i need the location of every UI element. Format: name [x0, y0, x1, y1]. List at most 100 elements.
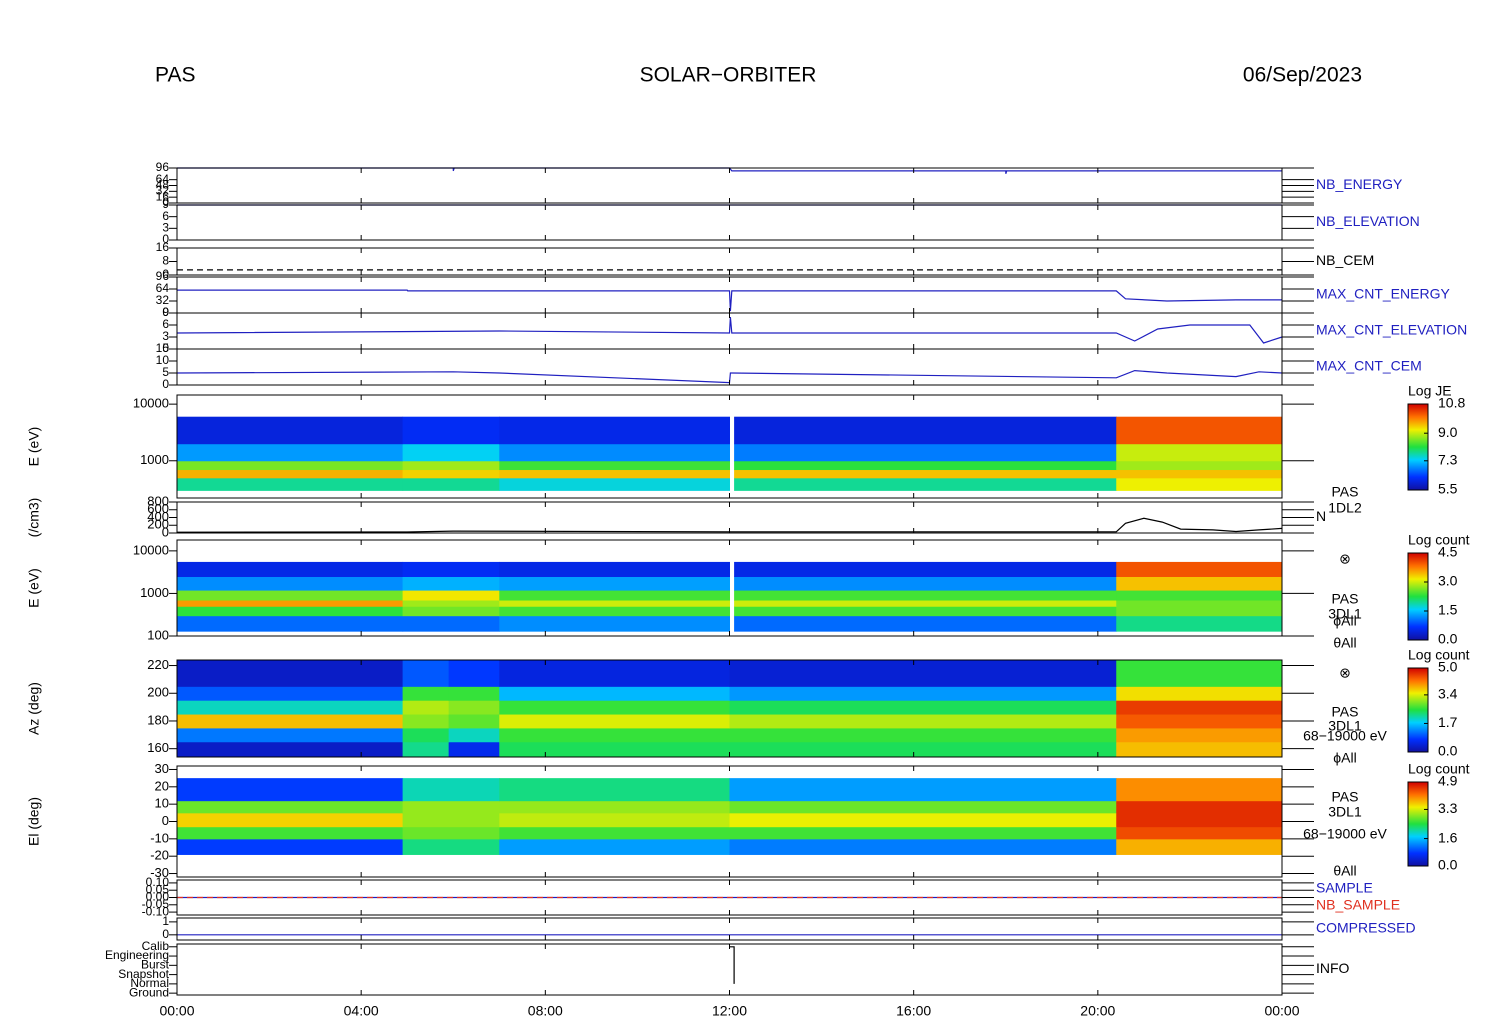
- heatmap-cell: [499, 714, 730, 729]
- y-tick-label: 10: [156, 353, 170, 367]
- heatmap-cell: [1116, 460, 1283, 471]
- x-tick-label: 12:00: [712, 1003, 747, 1019]
- heatmap-cell: [402, 800, 500, 814]
- heatmap-cell: [734, 606, 1117, 617]
- y-tick-label: -0.05: [142, 897, 170, 911]
- colorbar-tick-label: 1.6: [1438, 829, 1458, 845]
- heatmap-cell: [402, 590, 500, 601]
- heatmap-cell: [177, 416, 404, 445]
- heatmap-cell: [1116, 741, 1283, 758]
- heatmap-cell: [402, 686, 450, 701]
- heatmap-cell: [734, 477, 1117, 491]
- heatmap-cell: [402, 477, 500, 491]
- heatmap-cell: [1116, 838, 1283, 855]
- heatmap-cell: [1116, 561, 1283, 577]
- y-tick-label: 6: [162, 209, 169, 223]
- heatmap-cell: [402, 469, 500, 479]
- heatmap-cell: [402, 443, 500, 462]
- y-tick-label: 32: [156, 293, 170, 307]
- side-label: PAS: [1332, 591, 1359, 607]
- side-label: 68−19000 eV: [1303, 826, 1387, 842]
- heatmap-cell: [499, 800, 730, 814]
- heatmap-cell: [177, 838, 404, 855]
- colorbar: [1407, 403, 1429, 491]
- series-line: [176, 517, 1283, 533]
- y-tick-label: Calib: [142, 939, 170, 953]
- heatmap-cell: [729, 812, 1117, 828]
- heatmap-cell: [177, 686, 404, 701]
- heatmap-cell: [1116, 606, 1283, 617]
- heatmap-cell: [734, 600, 1117, 607]
- heatmap-cell: [402, 714, 450, 729]
- colorbar-tick-label: 1.7: [1438, 714, 1458, 730]
- mission-title: SOLAR−ORBITER: [640, 64, 817, 87]
- y-tick-label: 3: [162, 221, 169, 235]
- heatmap-cell: [1116, 477, 1283, 491]
- heatmap-cell: [734, 443, 1117, 462]
- heatmap-cell: [177, 826, 404, 840]
- series-label: N: [1316, 508, 1326, 524]
- heatmap-cell: [729, 660, 1117, 687]
- y-tick-label: 0: [162, 927, 169, 941]
- heatmap-cell: [402, 727, 450, 743]
- y-tick-label: 32: [156, 184, 170, 198]
- y-tick-label: 10000: [133, 396, 169, 411]
- heatmap-cell: [448, 741, 500, 758]
- side-label: ⊗: [1339, 665, 1351, 681]
- heatmap-cell: [177, 590, 404, 601]
- heatmap-cell: [734, 590, 1117, 601]
- heatmap-cell: [177, 561, 404, 577]
- series-label: NB_CEM: [1316, 252, 1374, 268]
- heatmap-cell: [177, 460, 404, 471]
- colorbar-tick-label: 9.0: [1438, 424, 1458, 440]
- side-label: θAll: [1333, 863, 1356, 879]
- y-tick-label: -0.10: [142, 904, 170, 918]
- heatmap-cell: [499, 477, 730, 491]
- series-label: MAX_CNT_ENERGY: [1316, 286, 1450, 302]
- series-label: MAX_CNT_ELEVATION: [1316, 322, 1467, 338]
- y-tick-label: 9: [162, 305, 169, 319]
- heatmap-cell: [729, 778, 1117, 802]
- heatmap-cell: [448, 660, 500, 687]
- y-tick-label: 30: [155, 761, 169, 776]
- y-tick-label: 16: [156, 189, 170, 203]
- heatmap-cell: [448, 700, 500, 715]
- heatmap-cell: [402, 576, 500, 591]
- heatmap-cell: [499, 826, 730, 840]
- heatmap-cell: [499, 460, 730, 471]
- y-tick-label: 0: [162, 341, 169, 355]
- side-label: θAll: [1333, 635, 1356, 651]
- heatmap-cell: [1116, 469, 1283, 479]
- heatmap-cell: [1116, 800, 1283, 814]
- x-tick-label: 04:00: [344, 1003, 379, 1019]
- heatmap-cell: [499, 576, 730, 591]
- heatmap-cell: [734, 416, 1117, 445]
- heatmap-cell: [1116, 778, 1283, 802]
- y-tick-label: 0: [162, 305, 169, 319]
- heatmap-cell: [729, 838, 1117, 855]
- colorbar-tick-label: 4.9: [1438, 773, 1458, 789]
- side-label: ϕAll: [1333, 750, 1356, 766]
- y-tick-label: 600: [147, 501, 169, 516]
- series-label: NB_SAMPLE: [1316, 897, 1400, 913]
- heatmap-cell: [177, 714, 404, 729]
- y-tick-label: 5: [162, 365, 169, 379]
- heatmap-cell: [499, 600, 730, 607]
- side-label: 3DL1: [1328, 718, 1362, 734]
- heatmap-cell: [499, 838, 730, 855]
- series-label: MAX_CNT_CEM: [1316, 358, 1422, 374]
- heatmap-cell: [499, 443, 730, 462]
- y-tick-label: 0: [162, 524, 169, 539]
- colorbar-tick-label: 3.4: [1438, 686, 1458, 702]
- heatmap-cell: [499, 469, 730, 479]
- heatmap-cell: [402, 600, 500, 607]
- series-line: [177, 289, 1282, 312]
- heatmap-cell: [448, 727, 500, 743]
- heatmap-cell: [734, 561, 1117, 577]
- y-tick-label: -20: [150, 848, 169, 863]
- heatmap-cell: [177, 700, 404, 715]
- series-label: SAMPLE: [1316, 880, 1373, 896]
- y-tick-label: Ground: [129, 985, 169, 999]
- y-tick-label: 1000: [140, 585, 169, 600]
- y-axis-title: El (deg): [26, 797, 42, 846]
